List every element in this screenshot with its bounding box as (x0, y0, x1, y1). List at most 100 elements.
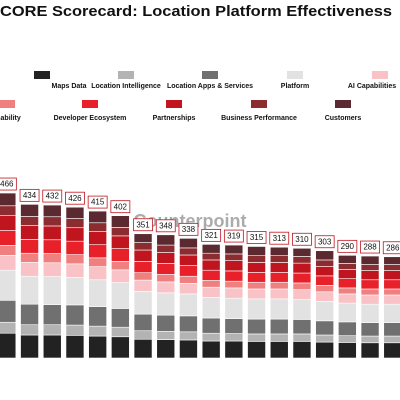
bar-segment (201, 297, 221, 319)
bar-segment (383, 335, 400, 344)
bar-segment (179, 283, 198, 295)
bar-segment (133, 261, 153, 273)
bar-segment (133, 291, 153, 315)
total-box (19, 188, 40, 202)
bar-segment (179, 265, 198, 277)
bar-segment (247, 288, 266, 300)
bar-segment (224, 270, 244, 282)
bar-segment (224, 333, 244, 342)
legend-swatch (0, 100, 15, 108)
bar-segment (292, 262, 312, 274)
bar-segment (88, 257, 107, 267)
bar-segment (383, 288, 400, 296)
bar-segment (360, 303, 380, 323)
bar-segment (383, 264, 400, 271)
total-label: 321 (204, 231, 218, 240)
total-box (246, 231, 267, 244)
bar-segment (88, 335, 107, 359)
bar-segment (20, 303, 39, 326)
total-box (382, 241, 400, 255)
bar-segment (20, 275, 39, 305)
bar-segment (156, 281, 176, 294)
bar-segment (42, 204, 62, 218)
bar-segment (65, 335, 85, 359)
total-box (337, 239, 358, 253)
bar-segment (201, 317, 221, 334)
bar-segment (292, 319, 312, 335)
bar-segment (360, 342, 380, 359)
bar-segment (292, 256, 312, 264)
total-box (223, 229, 244, 243)
legend-swatch (372, 71, 388, 79)
bar-segment (360, 255, 380, 265)
bar-segment (338, 269, 357, 280)
legend-label: Location Intelligence (91, 83, 161, 90)
bar-segment (338, 335, 357, 343)
bar-segment (179, 315, 198, 333)
bar-segment (156, 244, 176, 253)
bar-segment (156, 292, 176, 316)
bar-segment (20, 252, 39, 263)
total-box (292, 232, 312, 246)
bar-segment (247, 318, 266, 335)
total-box (110, 200, 131, 214)
bar-segment (247, 281, 266, 290)
bar-segment (111, 215, 130, 228)
bar-segment (292, 341, 312, 359)
bar-segment (292, 247, 312, 257)
bar-segment (269, 272, 289, 283)
bar-segment (0, 192, 17, 207)
bar-segment (383, 294, 400, 305)
total-label: 288 (363, 243, 377, 252)
bar-segment (20, 334, 39, 359)
bar-segment (292, 299, 312, 320)
bar-segment (88, 306, 107, 327)
bar-segment (42, 304, 62, 326)
bar-segment (360, 335, 380, 344)
bar-segment (0, 321, 17, 334)
bar-segment (0, 230, 17, 246)
total-label: 432 (46, 192, 60, 201)
bar-segment (315, 301, 334, 322)
bar-segment (383, 322, 400, 337)
total-label: 315 (250, 233, 264, 242)
bar-segment (315, 291, 334, 302)
bar-segment (156, 274, 176, 283)
legend-swatch (335, 100, 351, 108)
legend-swatch (34, 71, 50, 79)
bar-segment (247, 333, 266, 342)
bar-segment (360, 270, 380, 281)
bar-segment (224, 253, 244, 261)
bar-segment (0, 245, 17, 256)
bar-segment (111, 261, 130, 271)
bar-segment (360, 294, 380, 305)
bar-segment (201, 244, 221, 254)
bar-segment (111, 227, 130, 237)
total-box (87, 195, 108, 209)
bar-segment (269, 262, 289, 273)
bar-segment (247, 298, 266, 320)
legend-label: Maps Data (51, 83, 86, 90)
bar-segment (111, 248, 130, 262)
bar-segment (88, 244, 107, 259)
bar-segment (133, 330, 153, 340)
total-label: 286 (386, 243, 400, 252)
total-label: 415 (91, 198, 105, 207)
bar-segment (201, 332, 221, 342)
bar-segment (315, 320, 334, 336)
bar-segment (315, 266, 334, 277)
bar-segment (133, 279, 153, 292)
bar-segment (292, 272, 312, 284)
legend-swatch (82, 100, 98, 108)
bar-segment (201, 269, 221, 281)
bar-segment (383, 256, 400, 265)
total-label: 466 (0, 180, 14, 189)
bar-segment (224, 297, 244, 320)
bar-segment (20, 225, 39, 240)
total-label: 319 (227, 232, 241, 241)
total-box (155, 219, 176, 233)
bar-segment (65, 227, 85, 242)
bar-segment (179, 331, 198, 341)
bar-segment (179, 238, 198, 249)
bar-segment (156, 314, 176, 332)
